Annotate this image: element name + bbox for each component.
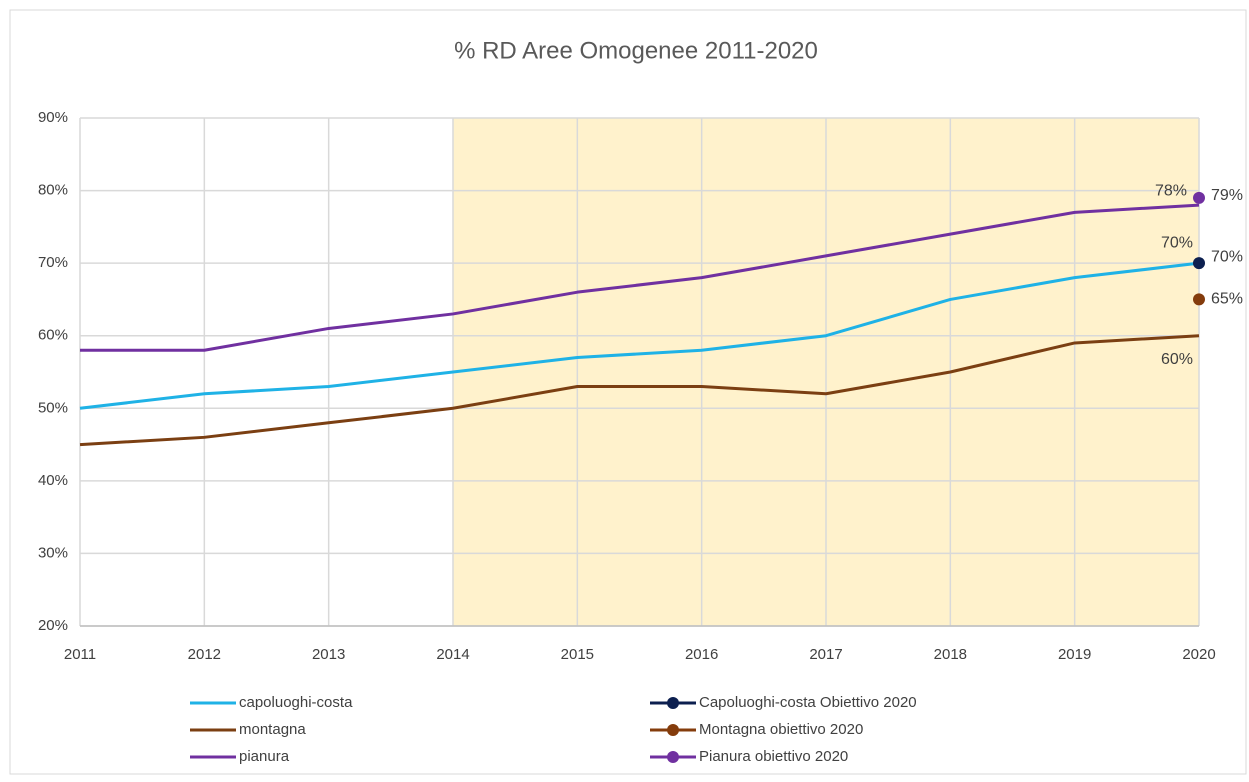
data-label: 78% [1155, 182, 1187, 199]
series-line [80, 203, 1200, 352]
x-tick-label: 2014 [436, 646, 469, 663]
data-label: 79% [1211, 187, 1243, 204]
x-tick-label: 2011 [64, 646, 96, 663]
data-label: 65% [1211, 291, 1243, 308]
legend-label: Capoluoghi-costa Obiettivo 2020 [699, 694, 917, 711]
x-tick-label: 2015 [561, 646, 594, 663]
legend-marker [667, 751, 679, 763]
x-tick-label: 2012 [188, 646, 221, 663]
series-line [79, 261, 1200, 410]
chart-title: % RD Aree Omogenee 2011-2020 [454, 37, 818, 64]
legend-marker [667, 724, 679, 736]
x-tick-label: 2013 [312, 646, 345, 663]
series-line [79, 334, 1200, 447]
legend-marker [667, 697, 679, 709]
y-tick-label: 30% [38, 544, 68, 561]
y-tick-label: 20% [38, 617, 68, 634]
legend-label: montagna [239, 721, 306, 738]
y-tick-label: 40% [38, 472, 68, 489]
y-tick-label: 80% [38, 182, 68, 199]
legend-label: Montagna obiettivo 2020 [699, 721, 863, 738]
y-tick-label: 50% [38, 399, 68, 416]
target-marker [1193, 293, 1205, 306]
x-tick-label: 2020 [1182, 646, 1215, 663]
x-tick-label: 2017 [809, 646, 842, 663]
x-tick-label: 2018 [934, 646, 967, 663]
x-tick-label: 2019 [1058, 646, 1091, 663]
legend-label: Pianura obiettivo 2020 [699, 748, 848, 765]
y-tick-label: 70% [38, 254, 68, 271]
data-label: 60% [1161, 351, 1193, 368]
y-tick-label: 90% [38, 109, 68, 126]
legend-label: capoluoghi-costa [239, 694, 353, 711]
target-marker [1193, 257, 1205, 270]
legend-label: pianura [239, 748, 290, 765]
data-label: 70% [1161, 234, 1193, 251]
x-tick-label: 2016 [685, 646, 718, 663]
data-label: 70% [1211, 248, 1243, 265]
target-marker [1193, 191, 1205, 204]
y-tick-label: 60% [38, 327, 68, 344]
